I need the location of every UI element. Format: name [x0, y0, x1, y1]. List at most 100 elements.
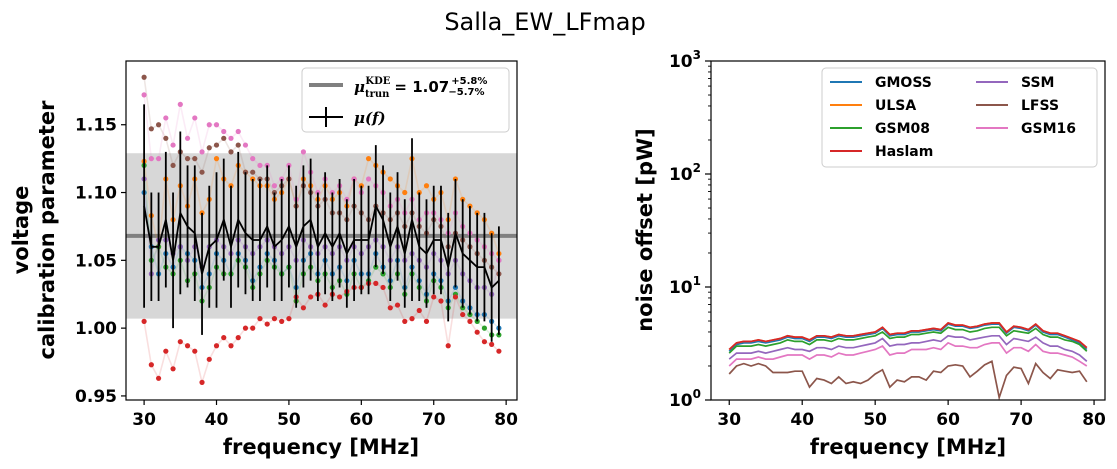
point-haslam — [387, 305, 393, 311]
point-haslam — [213, 343, 220, 349]
left-legend: μtrunKDE = 1.07 +5.8% −5.7% μ(f) — [301, 67, 510, 133]
point-gsm16 — [141, 92, 147, 98]
point-haslam — [489, 341, 495, 348]
right-x-tick-label: 40 — [790, 410, 814, 430]
right-axes-frame — [710, 60, 1106, 401]
point-haslam — [402, 318, 408, 324]
point-gsm16 — [279, 176, 285, 182]
noise-line-lfss — [728, 360, 1088, 401]
right-x-tick-label: 70 — [1009, 410, 1033, 430]
left-axes-frame — [125, 60, 518, 401]
point-ulsa — [452, 176, 459, 182]
left-x-tick-label: 60 — [349, 410, 373, 430]
left-x-tick-label: 40 — [205, 410, 229, 430]
point-haslam — [337, 294, 343, 300]
figure-title: Salla_EW_LFmap — [444, 8, 645, 36]
point-haslam — [460, 311, 466, 318]
point-haslam — [235, 335, 241, 341]
point-gsm16 — [184, 135, 191, 141]
point-haslam — [264, 321, 270, 327]
left-ticks: 30 40 50 60 70 80 0.95 1.00 1.05 1.10 1.15 — [75, 116, 518, 430]
legend-label-gsm08: GSM08 — [875, 121, 930, 137]
point-haslam — [148, 362, 154, 368]
right-y-tick-label: 103 — [669, 48, 701, 72]
point-haslam — [409, 316, 415, 322]
point-gsm16 — [329, 189, 335, 196]
left-y-axis-label: voltage calibration parameter — [9, 100, 59, 360]
point-ulsa — [460, 196, 466, 202]
point-lfss — [155, 122, 162, 128]
point-ulsa — [365, 156, 372, 162]
point-haslam — [184, 343, 191, 349]
point-lfss — [206, 145, 212, 151]
legend-label-ssm: SSM — [1021, 75, 1054, 91]
point-lfss — [141, 74, 147, 80]
left-x-tick-label: 50 — [277, 410, 301, 430]
right-ticks: 30 40 50 60 70 80 100 101 102 103 — [669, 48, 1106, 430]
point-haslam — [481, 339, 488, 345]
point-gsm16 — [206, 122, 212, 128]
left-y-tick-label: 1.05 — [75, 251, 117, 271]
right-x-tick-label: 80 — [1082, 410, 1106, 430]
right-y-tick-label: 101 — [669, 274, 701, 298]
point-lfss — [163, 135, 169, 141]
legend-label-ulsa: ULSA — [875, 98, 916, 114]
left-y-tick-label: 1.15 — [75, 116, 117, 136]
right-panel: 30 40 50 60 70 80 100 101 102 103 frequency [MHz]… — [633, 48, 1106, 459]
left-legend-box — [301, 67, 510, 133]
point-gsm16 — [344, 196, 350, 202]
point-lfss — [148, 126, 154, 132]
point-gsm16 — [235, 128, 241, 135]
right-x-tick-label: 60 — [936, 410, 960, 430]
point-haslam — [242, 325, 249, 331]
point-ulsa — [467, 203, 473, 209]
legend-label-haslam: Haslam — [875, 144, 933, 160]
point-haslam — [445, 343, 451, 349]
point-gsm16 — [300, 149, 306, 155]
point-gsm16 — [264, 162, 270, 169]
point-gsm16 — [257, 162, 263, 169]
noise-line-gmoss — [728, 323, 1088, 352]
point-haslam — [373, 280, 379, 286]
point-haslam — [170, 366, 176, 372]
point-haslam — [416, 307, 422, 314]
noise-series-layer — [728, 322, 1088, 401]
point-haslam — [438, 298, 444, 304]
point-gsm08 — [481, 325, 488, 331]
point-lfss — [250, 169, 256, 175]
point-gsm16 — [192, 115, 198, 121]
right-x-tick-label: 50 — [863, 410, 887, 430]
noise-line-gsm08 — [728, 326, 1088, 354]
point-haslam — [452, 294, 459, 300]
right-x-tick-label: 30 — [717, 410, 741, 430]
point-lfss — [192, 156, 198, 162]
left-x-tick-label: 80 — [494, 410, 518, 430]
point-haslam — [431, 294, 437, 300]
left-x-axis-label: frequency [MHz] — [223, 435, 419, 459]
point-haslam — [155, 375, 162, 381]
point-lfss — [228, 149, 234, 155]
point-haslam — [394, 302, 401, 308]
point-lfss — [221, 135, 227, 141]
right-legend-box — [821, 67, 1098, 168]
right-x-axis-label: frequency [MHz] — [810, 435, 1006, 459]
point-gsm16 — [199, 149, 205, 155]
point-haslam — [322, 302, 328, 308]
point-ulsa — [228, 183, 234, 189]
point-haslam — [271, 316, 278, 322]
point-gsm16 — [148, 156, 154, 162]
point-gsm16 — [177, 101, 183, 107]
noise-line-gsm16 — [728, 341, 1088, 367]
point-lfss — [213, 142, 220, 148]
point-ulsa — [402, 189, 408, 196]
point-haslam — [474, 329, 480, 335]
left-y-axis-label-line1: voltage — [9, 186, 33, 275]
point-haslam — [163, 348, 169, 354]
right-legend-entries: GMOSS ULSA GSM08 Haslam SSM LFSS GSM16 — [830, 75, 1076, 160]
point-haslam — [496, 348, 502, 354]
point-haslam — [141, 318, 147, 324]
point-haslam — [228, 343, 234, 349]
left-x-tick-label: 70 — [422, 410, 446, 430]
legend-kde-label: μtrunKDE = 1.07 +5.8% −5.7% — [354, 76, 487, 100]
left-y-tick-label: 1.10 — [75, 184, 117, 204]
